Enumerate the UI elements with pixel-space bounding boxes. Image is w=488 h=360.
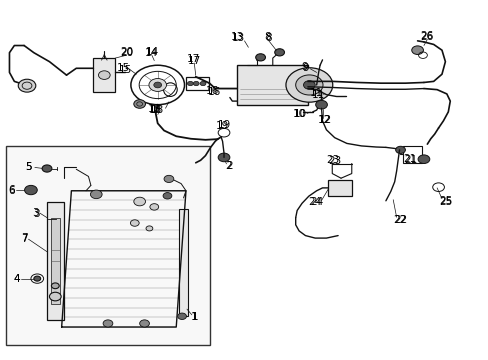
Circle shape	[49, 292, 61, 301]
Circle shape	[24, 185, 37, 195]
Circle shape	[417, 155, 429, 163]
Circle shape	[177, 313, 186, 319]
Text: 23: 23	[327, 156, 341, 166]
Text: 14: 14	[146, 46, 159, 57]
Text: 21: 21	[404, 155, 417, 165]
Text: 25: 25	[438, 197, 451, 207]
Bar	[47, 202, 64, 320]
Text: 8: 8	[264, 32, 271, 42]
Circle shape	[255, 54, 265, 61]
Circle shape	[315, 100, 327, 109]
Circle shape	[134, 197, 145, 206]
Text: 16: 16	[207, 87, 221, 97]
Circle shape	[285, 68, 332, 102]
Text: 20: 20	[120, 48, 133, 58]
Text: 21: 21	[403, 154, 416, 164]
Circle shape	[134, 100, 145, 108]
Circle shape	[149, 78, 166, 91]
Text: 15: 15	[118, 64, 131, 75]
Circle shape	[295, 75, 323, 95]
Bar	[185, 77, 209, 90]
Bar	[328, 180, 351, 196]
Circle shape	[18, 79, 36, 92]
Circle shape	[98, 71, 110, 80]
Text: 13: 13	[230, 32, 244, 42]
Circle shape	[218, 153, 229, 162]
Circle shape	[193, 81, 199, 86]
Text: 4: 4	[14, 274, 20, 284]
Text: 18: 18	[147, 104, 161, 114]
Text: 19: 19	[216, 121, 229, 131]
Text: 11: 11	[309, 88, 323, 98]
Bar	[51, 218, 60, 304]
Circle shape	[34, 276, 41, 281]
Text: 6: 6	[8, 186, 15, 196]
Circle shape	[187, 81, 193, 86]
Bar	[93, 58, 115, 92]
Text: 9: 9	[301, 62, 307, 72]
Text: 8: 8	[265, 33, 272, 43]
Circle shape	[90, 190, 102, 199]
Bar	[5, 146, 210, 345]
Circle shape	[154, 82, 161, 88]
Text: 3: 3	[33, 209, 40, 219]
Text: 1: 1	[191, 312, 197, 322]
Circle shape	[51, 283, 59, 289]
Text: 2: 2	[225, 161, 232, 171]
Text: 18: 18	[149, 105, 162, 115]
Text: 17: 17	[186, 54, 200, 64]
Bar	[237, 65, 307, 105]
Text: 22: 22	[392, 215, 406, 225]
Text: 14: 14	[145, 48, 158, 58]
Bar	[402, 145, 421, 163]
Text: 4: 4	[14, 274, 20, 284]
Circle shape	[130, 220, 139, 226]
Text: 5: 5	[25, 162, 32, 172]
Text: 23: 23	[326, 155, 339, 165]
Circle shape	[274, 49, 284, 56]
Text: 15: 15	[117, 63, 130, 73]
Text: 1: 1	[191, 312, 198, 322]
Text: 3: 3	[32, 208, 39, 218]
Bar	[178, 209, 188, 316]
Text: 17: 17	[187, 55, 201, 66]
Text: 12: 12	[317, 115, 330, 125]
Text: 22: 22	[393, 215, 407, 225]
Text: 18: 18	[151, 105, 164, 115]
Text: 5: 5	[25, 162, 32, 172]
Text: 10: 10	[292, 109, 305, 120]
Text: 24: 24	[309, 197, 323, 207]
Text: 9: 9	[302, 63, 308, 73]
Circle shape	[303, 81, 315, 89]
Text: 13: 13	[231, 33, 244, 43]
Circle shape	[146, 226, 153, 231]
Text: 10: 10	[293, 109, 306, 120]
Text: 19: 19	[217, 121, 230, 130]
Circle shape	[200, 81, 205, 86]
Text: 2: 2	[226, 161, 233, 171]
Circle shape	[103, 320, 113, 327]
Text: 26: 26	[420, 32, 433, 41]
Circle shape	[163, 175, 173, 183]
Text: 24: 24	[308, 197, 321, 207]
Text: 25: 25	[438, 196, 451, 206]
Text: 6: 6	[8, 185, 15, 195]
Text: 7: 7	[21, 234, 27, 244]
Text: 16: 16	[206, 86, 219, 96]
Circle shape	[140, 320, 149, 327]
Circle shape	[150, 204, 158, 210]
Text: 20: 20	[120, 46, 133, 57]
Text: 26: 26	[420, 31, 433, 41]
Circle shape	[395, 146, 405, 153]
Circle shape	[163, 193, 171, 199]
Text: 11: 11	[311, 90, 325, 100]
Text: 12: 12	[318, 115, 331, 125]
Circle shape	[42, 165, 52, 172]
Text: 7: 7	[21, 233, 27, 243]
Circle shape	[411, 46, 423, 54]
